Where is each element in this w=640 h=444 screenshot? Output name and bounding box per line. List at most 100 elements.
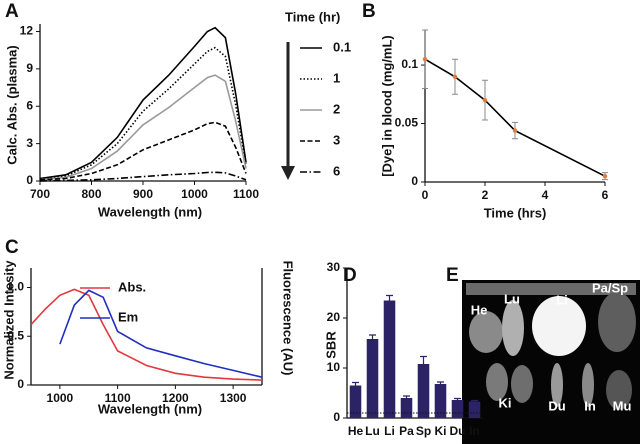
error-bar <box>420 355 427 364</box>
error-bar <box>403 395 410 398</box>
x-tick-label: 6 <box>602 188 609 202</box>
bar <box>400 398 413 418</box>
organ <box>486 363 508 401</box>
legend-label: 0.1 <box>333 39 351 54</box>
x-tick-label: 0 <box>422 188 429 202</box>
x-tick-label: 1000 <box>47 391 74 405</box>
organ <box>469 311 503 353</box>
x-tick-label: Du <box>450 424 466 438</box>
organ-label: Du <box>548 398 565 413</box>
organ-label: Lu <box>504 291 520 306</box>
bar <box>468 401 481 418</box>
legend-label: Abs. <box>118 279 146 294</box>
legend-title: Time (hr) <box>285 9 340 24</box>
y-tick-label: 1.0 <box>7 280 24 294</box>
error-bar <box>437 381 444 384</box>
x-tick-label: 2 <box>482 188 489 202</box>
marker <box>422 57 428 62</box>
y-tick-label: 0.1 <box>401 57 418 71</box>
y-tick-label: 0.5 <box>7 328 24 342</box>
y-tick-label: 10 <box>327 360 341 374</box>
x-axis-label: Time (hrs) <box>484 205 547 220</box>
line <box>39 46 247 180</box>
panel-label: B <box>362 1 376 22</box>
y-tick-label: 0 <box>333 410 340 424</box>
x-tick-label: 900 <box>133 187 153 201</box>
bar <box>349 385 362 418</box>
x-tick-label: 700 <box>30 187 50 201</box>
x-tick-label: 4 <box>542 188 549 202</box>
marker <box>602 173 608 179</box>
arrow-head <box>281 166 295 180</box>
line <box>39 171 247 182</box>
line <box>39 74 247 181</box>
y-tick-label: 12 <box>20 24 34 38</box>
y-tick-label: 0 <box>26 173 33 187</box>
organ-label: Ki <box>499 395 512 410</box>
x-tick-label: Lu <box>365 424 380 438</box>
legend-label: 2 <box>333 101 340 116</box>
x-axis-label: Wavelength (nm) <box>98 401 202 416</box>
error-bar <box>471 399 478 402</box>
image-strip <box>466 283 636 295</box>
line <box>30 288 263 381</box>
bar <box>417 364 430 418</box>
x-tick-label: 1000 <box>181 187 208 201</box>
error-bar <box>369 334 376 339</box>
organ <box>502 300 524 356</box>
x-tick-label: Li <box>384 424 395 438</box>
organ-label: In <box>584 398 596 413</box>
x-tick-label: Sp <box>416 424 431 438</box>
bar <box>366 339 379 418</box>
organ-label: He <box>471 302 488 317</box>
y2-axis-label: Fluorescence (AU) <box>281 261 296 376</box>
marker <box>512 128 518 133</box>
line <box>59 289 263 378</box>
y-tick-label: 30 <box>327 260 341 274</box>
organ <box>511 365 533 403</box>
bar <box>451 400 464 418</box>
x-tick-label: 1100 <box>233 187 259 201</box>
y-tick-label: 0 <box>17 377 24 391</box>
organ <box>598 292 636 352</box>
organ <box>532 296 586 356</box>
x-tick-label: 800 <box>81 187 101 201</box>
panel-label: C <box>5 237 19 258</box>
organ-label: Mu <box>613 398 632 413</box>
x-tick-label: Ki <box>435 424 447 438</box>
y-tick-label: 6 <box>26 98 33 112</box>
bar <box>383 300 396 418</box>
error-bar <box>352 381 359 386</box>
x-axis-label: Wavelength (nm) <box>98 204 202 219</box>
x-tick-label: In <box>469 424 480 438</box>
organ-label: Pa/Sp <box>592 280 628 295</box>
x-tick-label: 1300 <box>220 391 247 405</box>
y-tick-label: 20 <box>327 310 341 324</box>
line <box>424 58 606 177</box>
organ <box>551 363 563 407</box>
x-tick-label: Pa <box>399 424 414 438</box>
y-tick-label: 0.05 <box>395 116 419 130</box>
legend-label: Em <box>118 309 138 324</box>
organ-image <box>462 280 640 444</box>
error-bar <box>386 294 393 301</box>
panel-label: E <box>446 265 459 286</box>
y-axis-label: SBR <box>323 331 338 359</box>
y-axis-label: Calc. Abs. (plasma) <box>4 45 19 164</box>
y-tick-label: 3 <box>26 136 33 150</box>
x-tick-label: 1200 <box>162 391 189 405</box>
line <box>39 26 247 180</box>
y-tick-label: 0 <box>411 174 418 188</box>
legend-label: 6 <box>333 163 340 178</box>
y-tick-label: 9 <box>26 61 33 75</box>
organ-label: Li <box>556 292 568 307</box>
organ <box>582 363 594 407</box>
panel-label: A <box>5 1 19 22</box>
x-tick-label: He <box>348 424 364 438</box>
legend-label: 3 <box>333 132 340 147</box>
marker <box>482 97 488 103</box>
error-bar <box>454 397 461 400</box>
x-tick-label: 1100 <box>105 391 131 405</box>
